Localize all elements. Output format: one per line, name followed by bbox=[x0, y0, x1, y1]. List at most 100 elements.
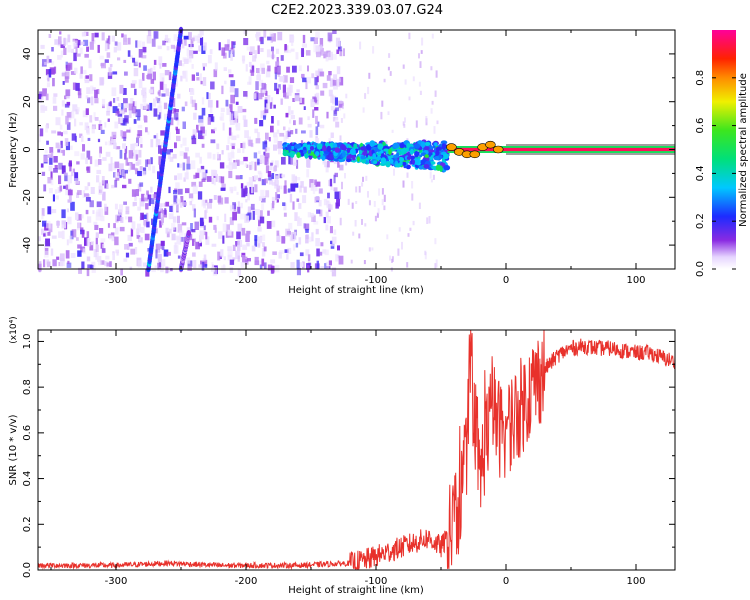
spectrogram-noise-cell bbox=[324, 263, 327, 270]
spectrogram-noise-cell bbox=[141, 90, 146, 96]
spectrogram-noise-cell bbox=[201, 178, 206, 182]
spectrogram-noise-cell bbox=[86, 166, 90, 171]
spectrogram-noise-cell bbox=[330, 183, 333, 191]
spectrogram-noise-cell bbox=[325, 53, 329, 62]
spectrogram-signal-cell bbox=[420, 141, 426, 148]
spectrogram-noise-cell bbox=[334, 97, 338, 106]
spectrogram-noise-cell bbox=[350, 259, 353, 264]
spectrogram-noise-cell bbox=[313, 97, 317, 104]
spectrogram-noise-cell bbox=[180, 144, 183, 148]
spectrogram-noise-cell bbox=[182, 71, 185, 75]
spectrogram-noise-cell bbox=[388, 53, 391, 58]
spectrogram-noise-cell bbox=[359, 41, 362, 50]
spectrogram-noise-cell bbox=[130, 83, 136, 88]
spectrogram-noise-cell bbox=[424, 250, 427, 256]
spectrogram-noise-cell bbox=[229, 86, 235, 93]
spectrogram-noise-cell bbox=[179, 230, 184, 236]
spectrogram-noise-cell bbox=[75, 82, 80, 91]
spectrogram-noise-cell bbox=[257, 227, 262, 232]
spectrogram-noise-cell bbox=[240, 175, 243, 180]
x-tick-label: 100 bbox=[626, 275, 645, 286]
spectrogram-noise-cell bbox=[229, 158, 232, 166]
spectrogram-noise-cell bbox=[182, 70, 188, 79]
spectrogram-noise-cell bbox=[306, 159, 311, 168]
spectrogram-noise-cell bbox=[86, 231, 90, 238]
spectrogram-noise-cell bbox=[262, 141, 268, 150]
spectrogram-noise-cell bbox=[143, 65, 147, 71]
spectrogram-noise-cell bbox=[119, 149, 123, 159]
spectrogram-noise-cell bbox=[251, 184, 254, 194]
spectrogram-noise-cell bbox=[254, 239, 258, 247]
spectrogram-noise-cell bbox=[159, 63, 162, 69]
spectrogram-noise-cell bbox=[161, 217, 164, 226]
spectrogram-noise-cell bbox=[282, 202, 286, 206]
spectrogram-signal-cell bbox=[406, 160, 410, 164]
spectrogram-noise-cell bbox=[41, 214, 44, 220]
spectrogram-signal-cell bbox=[304, 152, 309, 159]
spectrogram-noise-cell bbox=[316, 248, 320, 257]
spectrogram-noise-cell bbox=[228, 74, 234, 78]
spectrogram-noise-cell bbox=[38, 236, 41, 242]
spectrogram-noise-cell bbox=[47, 177, 52, 184]
spectrogram-noise-cell bbox=[322, 159, 326, 164]
colorbar: 0.0 0.2 0.4 0.6 0.8 Normalized spectral ampl… bbox=[695, 30, 749, 277]
spectrogram-noise-cell bbox=[104, 59, 109, 63]
spectrogram-noise-cell bbox=[244, 215, 249, 223]
spectrogram-noise-cell bbox=[296, 159, 299, 169]
spectrogram-noise-cell bbox=[111, 184, 115, 189]
spectrogram-noise-cell bbox=[381, 188, 384, 195]
spectrogram-noise-cell bbox=[270, 162, 273, 166]
spectrogram-noise-cell bbox=[106, 38, 109, 44]
spectrogram-noise-cell bbox=[143, 197, 148, 202]
spectrogram-signal-cell bbox=[346, 147, 351, 153]
spectrogram-noise-cell bbox=[232, 257, 236, 261]
spectrogram-noise-cell bbox=[167, 154, 171, 160]
spectrogram-noise-cell bbox=[220, 112, 225, 121]
spectrogram-noise-cell bbox=[254, 175, 258, 181]
spectrogram-noise-cell bbox=[191, 135, 196, 140]
spectrogram-signal-cell bbox=[309, 146, 315, 151]
spectrogram-noise-cell bbox=[312, 101, 315, 107]
spectrogram-noise-cell bbox=[228, 50, 231, 58]
spectrogram-noise-cell bbox=[249, 46, 255, 54]
spectrogram-noise-cell bbox=[288, 156, 291, 165]
spectrogram-noise-cell bbox=[387, 66, 390, 71]
spectrogram-noise-cell bbox=[231, 135, 237, 141]
spectrogram-noise-cell bbox=[136, 40, 142, 48]
spectrogram-noise-cell bbox=[336, 49, 339, 54]
spectrogram-noise-cell bbox=[74, 151, 80, 157]
spectrogram-noise-cell bbox=[365, 175, 368, 181]
spectrogram-noise-cell bbox=[198, 241, 202, 247]
spectrogram-noise-cell bbox=[241, 227, 246, 236]
spectrogram-noise-cell bbox=[80, 153, 85, 160]
spectrogram-noise-cell bbox=[155, 228, 158, 234]
spectrogram-noise-cell bbox=[237, 255, 240, 262]
spectrogram-signal-cell bbox=[349, 148, 356, 155]
spectrogram-noise-cell bbox=[38, 263, 42, 272]
spectrogram-noise-cell bbox=[168, 71, 172, 81]
spectrogram-noise-cell bbox=[230, 80, 236, 87]
spectrogram-noise-cell bbox=[325, 211, 329, 218]
spectrogram-noise-cell bbox=[415, 120, 418, 128]
spectrogram-signal-cell bbox=[390, 155, 394, 159]
spectrogram-noise-cell bbox=[214, 62, 218, 71]
spectrogram-noise-cell bbox=[412, 76, 415, 82]
spectrogram-noise-cell bbox=[183, 177, 186, 182]
spectrogram-noise-cell bbox=[77, 222, 81, 231]
spectrogram-noise-cell bbox=[254, 184, 258, 193]
spectrogram-noise-cell bbox=[419, 90, 422, 95]
spectrogram-noise-cell bbox=[193, 260, 197, 269]
spectrogram-noise-cell bbox=[255, 138, 261, 144]
y-tick-label: -20 bbox=[22, 189, 33, 205]
spectrogram-noise-cell bbox=[201, 107, 206, 116]
spectrogram-noise-cell bbox=[217, 251, 221, 261]
spectrogram-noise-cell bbox=[147, 194, 152, 200]
spectrogram-noise-cell bbox=[130, 248, 136, 255]
spectrogram-noise-cell bbox=[412, 220, 415, 226]
spectrogram-noise-cell bbox=[150, 67, 153, 77]
spectrogram-noise-cell bbox=[111, 87, 117, 97]
spectrogram-signal-cell bbox=[307, 144, 311, 151]
spectrogram-noise-cell bbox=[228, 162, 233, 171]
spectrogram-noise-cell bbox=[180, 236, 184, 242]
spectrogram-noise-cell bbox=[110, 232, 115, 238]
